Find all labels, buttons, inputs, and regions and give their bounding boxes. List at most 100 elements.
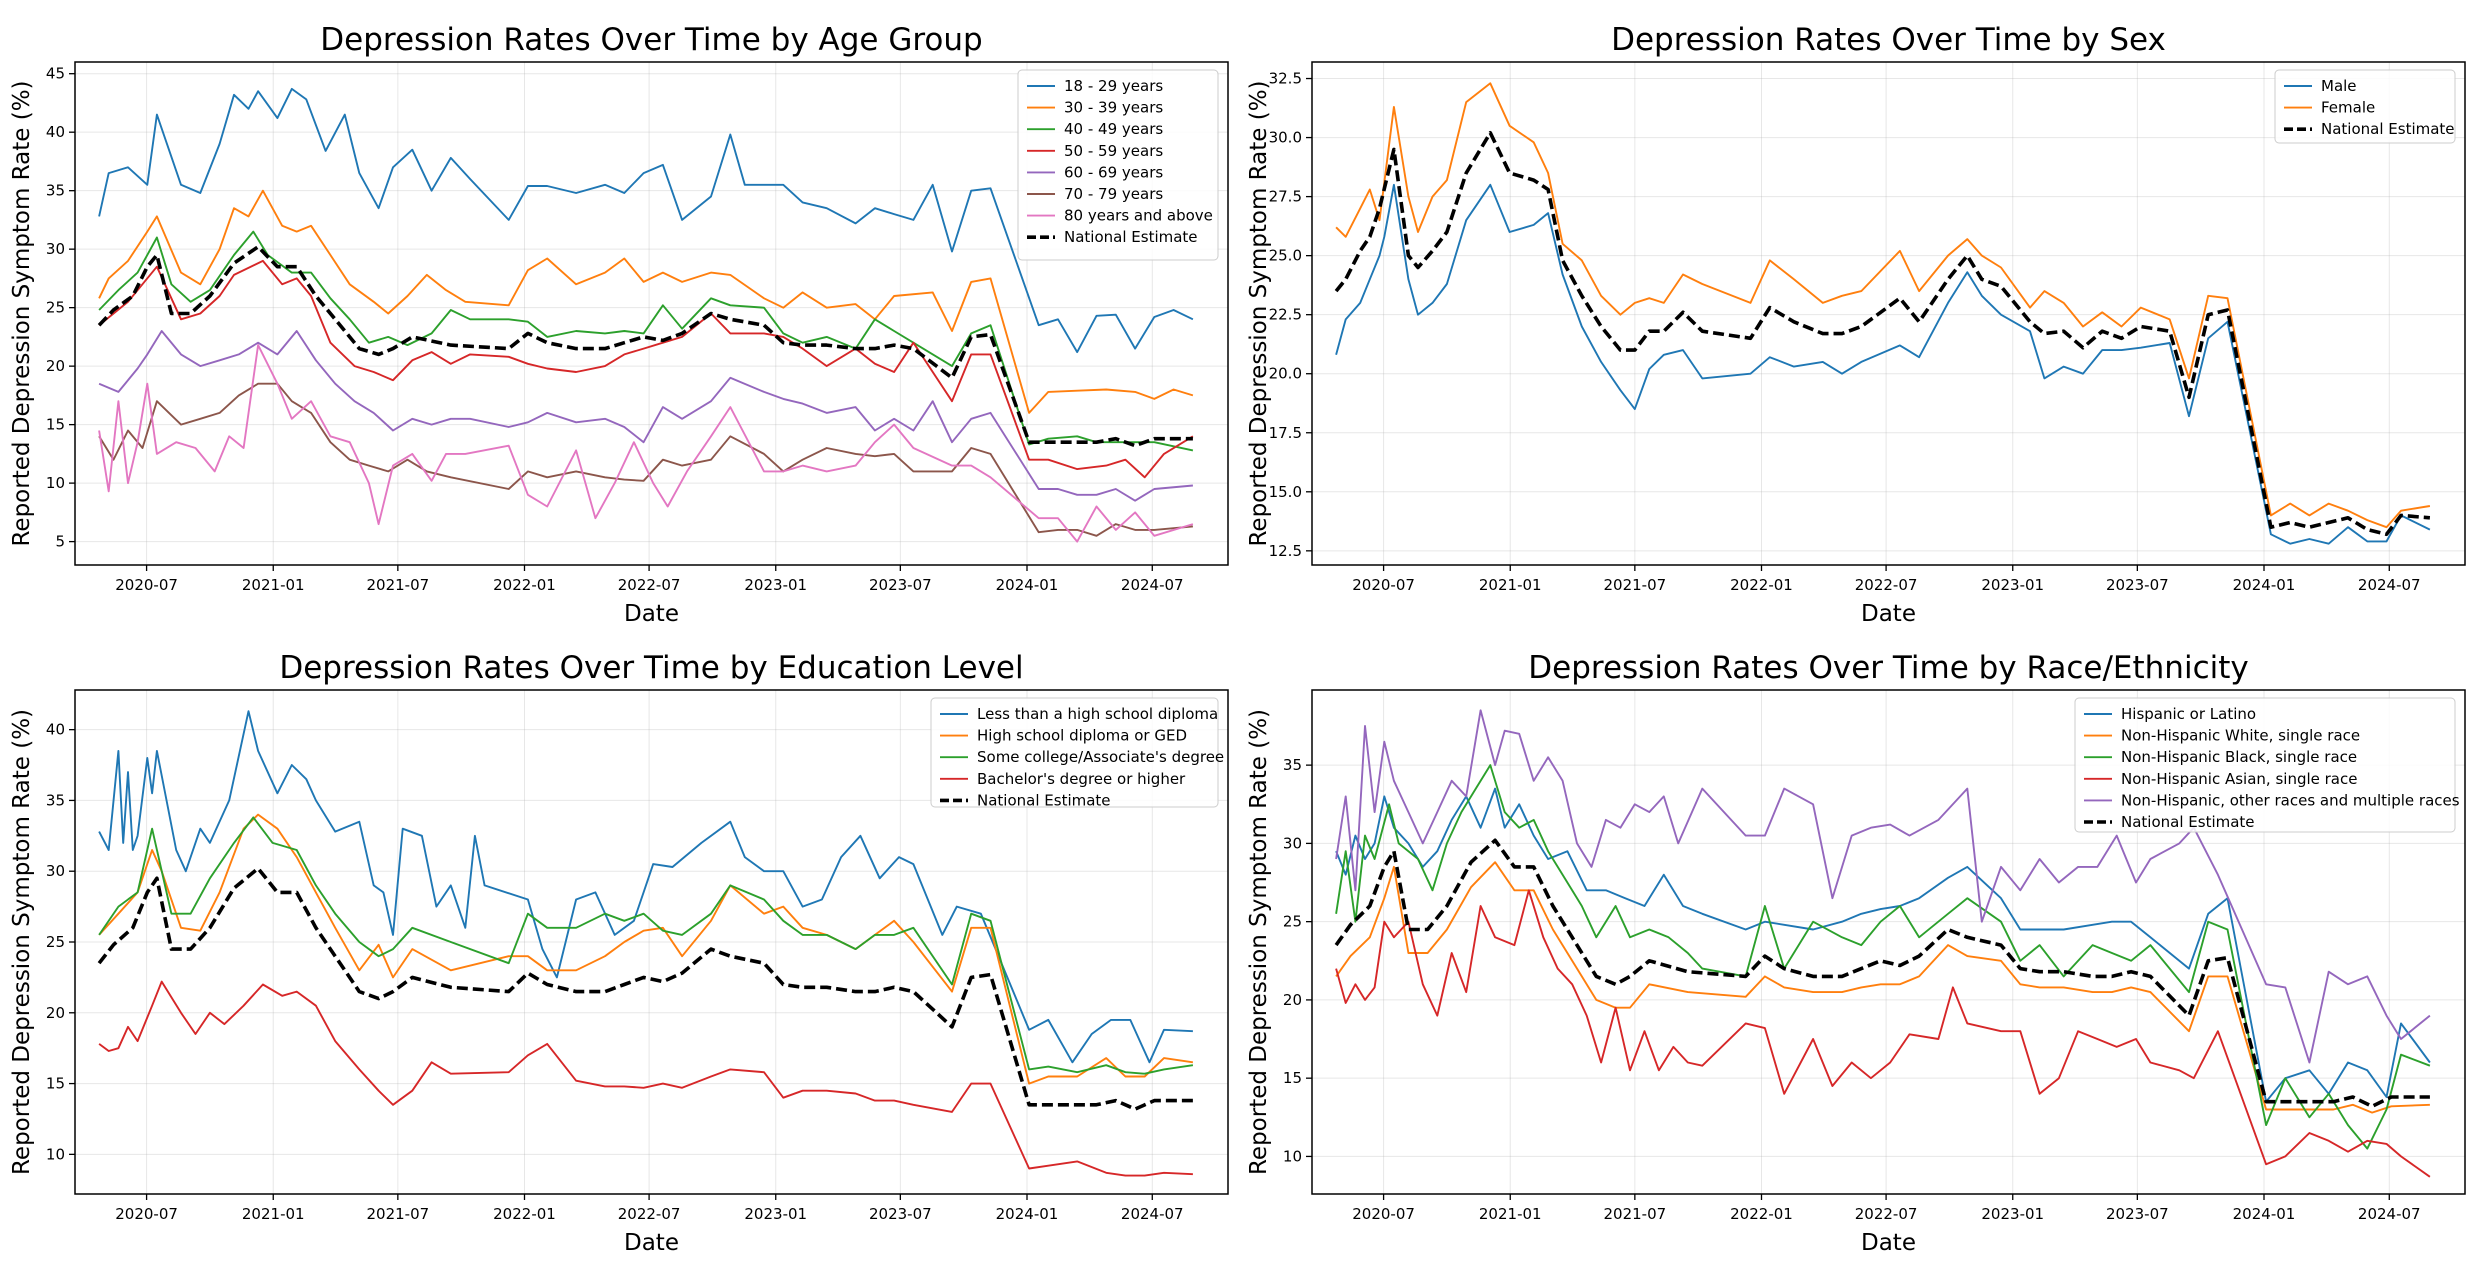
x-tick-label: 2022-07 [618, 576, 681, 594]
chart-title: Depression Rates Over Time by Age Group [320, 22, 982, 58]
legend-label: 60 - 69 years [1064, 163, 1163, 181]
series-group [97, 87, 1194, 543]
series-line-6 [98, 382, 1193, 537]
legend-label: Non-Hispanic Black, single race [2121, 748, 2357, 766]
series-group [97, 710, 1194, 1177]
x-tick-label: 2022-07 [1855, 576, 1918, 594]
y-tick-label: 5 [55, 533, 65, 551]
y-tick-label: 25 [1283, 913, 1302, 931]
chart-title: Depression Rates Over Time by Race/Ethni… [1528, 650, 2248, 686]
x-tick-label: 2021-01 [242, 576, 305, 594]
x-tick-label: 2023-01 [744, 1205, 807, 1223]
y-tick-label: 15 [46, 416, 65, 434]
series-line-4 [98, 980, 1193, 1177]
y-tick-label: 15 [1283, 1069, 1302, 1087]
x-tick-label: 2021-07 [1603, 576, 1666, 594]
series-line-5 [98, 330, 1193, 502]
y-axis-label: Reported Depression Symptom Rate (%) [1246, 709, 1272, 1175]
y-tick-label: 20 [46, 357, 65, 375]
y-tick-label: 25.0 [1269, 247, 1302, 265]
x-tick-label: 2024-01 [996, 576, 1059, 594]
legend: Hispanic or Latino Non-Hispanic White, si… [2074, 697, 2460, 833]
x-tick-label: 2024-07 [1121, 1205, 1184, 1223]
legend-label: 30 - 39 years [1064, 99, 1163, 117]
y-tick-label: 35 [1283, 756, 1302, 774]
x-tick-label: 2024-01 [2233, 576, 2296, 594]
y-tick-label: 25 [46, 299, 65, 317]
series-line-1 [1335, 183, 2431, 545]
legend-label: National Estimate [1064, 228, 1198, 246]
y-tick-label: 30 [1283, 834, 1302, 852]
y-tick-label: 20 [46, 1004, 65, 1022]
legend-label: 18 - 29 years [1064, 77, 1163, 95]
x-axis-label: Date [624, 601, 679, 627]
y-tick-label: 20 [1283, 991, 1302, 1009]
x-tick-label: 2022-01 [493, 576, 556, 594]
legend-label: Non-Hispanic Asian, single race [2121, 770, 2357, 788]
y-tick-label: 12.5 [1269, 542, 1302, 560]
legend-box [2274, 69, 2456, 144]
gridlines [1312, 62, 2465, 565]
legend-label: Non-Hispanic, other races and multiple r… [2121, 791, 2460, 809]
series-line-3 [98, 230, 1194, 452]
y-tick-label: 17.5 [1269, 424, 1302, 442]
y-tick-label: 10 [46, 474, 65, 492]
x-tick-label: 2020-07 [115, 1205, 178, 1223]
legend: 18 - 29 years 30 - 39 years 40 - 49 years 5… [1017, 69, 1219, 261]
legend-label: 70 - 79 years [1064, 185, 1163, 203]
x-tick-label: 2022-01 [1730, 1205, 1793, 1223]
x-tick-label: 2023-07 [2106, 576, 2169, 594]
x-tick-label: 2021-07 [366, 1205, 429, 1223]
y-tick-label: 35 [46, 182, 65, 200]
series-line-1 [98, 87, 1194, 354]
x-axis-label: Date [624, 1230, 679, 1256]
x-tick-label: 2023-07 [869, 1205, 932, 1223]
gridlines [75, 62, 1228, 565]
series-line-2 [1335, 82, 2431, 529]
legend-box [1017, 69, 1219, 261]
y-tick-label: 30.0 [1269, 129, 1302, 147]
legend-label: 50 - 59 years [1064, 142, 1163, 160]
y-tick-label: 22.5 [1269, 306, 1302, 324]
series-line-2 [98, 813, 1194, 1085]
chart-panel-2: 2020-07 2021-01 2021-07 2022-01 2022-07 2023-… [1246, 22, 2466, 627]
y-tick-label: 15.0 [1269, 483, 1302, 501]
legend-label: Female [2321, 99, 2375, 117]
plot-frame [1311, 61, 2466, 566]
x-tick-label: 2023-01 [1981, 576, 2044, 594]
x-tick-label: 2021-07 [1603, 1205, 1666, 1223]
y-tick-label: 35 [46, 791, 65, 809]
y-tick-label: 45 [46, 65, 65, 83]
chart-title: Depression Rates Over Time by Education … [279, 650, 1023, 686]
x-tick-label: 2024-07 [2358, 1205, 2421, 1223]
x-tick-label: 2021-07 [366, 576, 429, 594]
y-tick-label: 10 [46, 1145, 65, 1163]
chart-title: Depression Rates Over Time by Sex [1611, 22, 2166, 58]
x-tick-label: 2024-01 [996, 1205, 1059, 1223]
y-axis-label: Reported Depression Symptom Rate (%) [9, 80, 35, 546]
legend-label: Non-Hispanic White, single race [2121, 727, 2360, 745]
y-tick-label: 30 [46, 240, 65, 258]
y-tick-label: 40 [46, 123, 65, 141]
chart-panel-1: 2020-07 2021-01 2021-07 2022-01 2022-07 2023-… [9, 22, 1229, 627]
x-axis-label: Date [1861, 601, 1916, 627]
series-line-1 [1335, 787, 2431, 1103]
x-tick-label: 2020-07 [1352, 1205, 1415, 1223]
y-axis-label: Reported Depression Symptom Rate (%) [9, 709, 35, 1175]
y-tick-label: 40 [46, 721, 65, 739]
legend-label: Hispanic or Latino [2121, 705, 2256, 723]
x-tick-label: 2022-01 [493, 1205, 556, 1223]
legend-label: Male [2321, 77, 2357, 95]
series-line-4 [98, 259, 1194, 479]
series-line-1 [98, 710, 1193, 1064]
x-tick-label: 2020-07 [1352, 576, 1415, 594]
x-tick-label: 2022-01 [1730, 576, 1793, 594]
x-tick-label: 2024-07 [1121, 576, 1184, 594]
series-line-4 [1335, 889, 2431, 1178]
y-tick-label: 20.0 [1269, 365, 1302, 383]
y-axis-label: Reported Depression Symptom Rate (%) [1246, 80, 1272, 546]
x-tick-label: 2021-01 [1479, 576, 1542, 594]
x-tick-label: 2022-07 [618, 1205, 681, 1223]
